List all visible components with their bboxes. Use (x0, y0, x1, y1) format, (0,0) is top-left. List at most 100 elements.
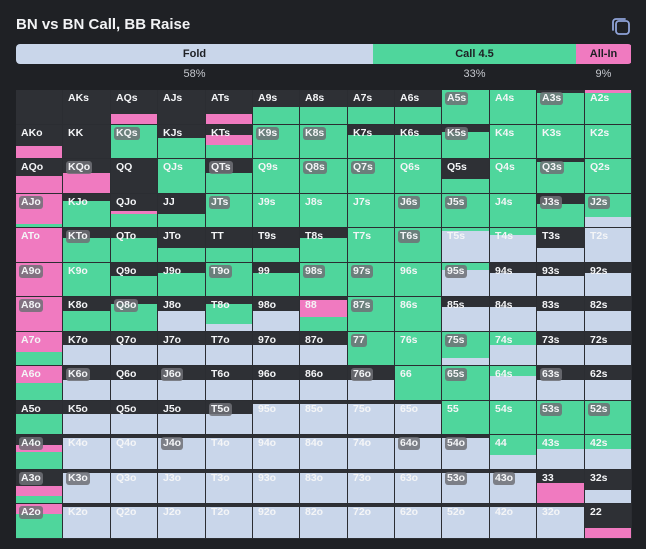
hand-cell-A9s[interactable]: A9s (253, 90, 299, 124)
hand-cell-K8o[interactable]: K8o (63, 297, 110, 331)
hand-cell-KQo[interactable]: KQo (63, 159, 110, 193)
hand-cell-A5o[interactable]: A5o (16, 401, 62, 434)
hand-cell-62s[interactable]: 62s (585, 366, 631, 400)
hand-cell-94o[interactable]: 94o (253, 435, 299, 469)
hand-cell-Q9o[interactable]: Q9o (111, 263, 157, 296)
hand-cell-K5s[interactable]: K5s (442, 125, 489, 158)
hand-cell-97o[interactable]: 97o (253, 332, 299, 365)
hand-cell-KQs[interactable]: KQs (111, 125, 157, 158)
hand-cell-98o[interactable]: 98o (253, 297, 299, 331)
hand-cell-T6s[interactable]: T6s (395, 228, 441, 262)
hand-cell-93s[interactable]: 93s (537, 263, 584, 296)
hand-cell-K8s[interactable]: K8s (300, 125, 347, 158)
hand-cell-A9o[interactable]: A9o (16, 263, 62, 296)
hand-cell-86s[interactable]: 86s (395, 297, 441, 331)
hand-cell-T8s[interactable]: T8s (300, 228, 347, 262)
hand-cell-K3s[interactable]: K3s (537, 125, 584, 158)
hand-cell-KTs[interactable]: KTs (206, 125, 252, 158)
hand-cell-Q5s[interactable]: Q5s (442, 159, 489, 193)
hand-cell-AKo[interactable]: AKo (16, 125, 62, 158)
hand-cell-K6o[interactable]: K6o (63, 366, 110, 400)
hand-cell-96s[interactable]: 96s (395, 263, 441, 296)
legend-allin[interactable]: All-In (576, 44, 631, 64)
hand-cell-K9s[interactable]: K9s (253, 125, 299, 158)
hand-cell-95o[interactable]: 95o (253, 401, 299, 434)
hand-cell-Q5o[interactable]: Q5o (111, 401, 157, 434)
hand-cell-64s[interactable]: 64s (490, 366, 536, 400)
hand-cell-Q6s[interactable]: Q6s (395, 159, 441, 193)
hand-cell-J6s[interactable]: J6s (395, 194, 441, 227)
hand-cell-J3o[interactable]: J3o (158, 470, 205, 503)
hand-cell-K2s[interactable]: K2s (585, 125, 631, 158)
hand-cell-JTs[interactable]: JTs (206, 194, 252, 227)
hand-cell-A7o[interactable]: A7o (16, 332, 62, 365)
hand-cell-QJo[interactable]: QJo (111, 194, 157, 227)
hand-cell-83s[interactable]: 83s (537, 297, 584, 331)
hand-cell-76s[interactable]: 76s (395, 332, 441, 365)
hand-cell-K9o[interactable]: K9o (63, 263, 110, 296)
hand-cell-KJs[interactable]: KJs (158, 125, 205, 158)
hand-cell-62o[interactable]: 62o (395, 504, 441, 538)
hand-cell-87o[interactable]: 87o (300, 332, 347, 365)
hand-cell-J8o[interactable]: J8o (158, 297, 205, 331)
hand-cell-76o[interactable]: 76o (348, 366, 394, 400)
hand-cell-73s[interactable]: 73s (537, 332, 584, 365)
hand-cell-J4o[interactable]: J4o (158, 435, 205, 469)
hand-cell-A2s[interactable]: A2s (585, 90, 631, 124)
hand-cell-52s[interactable]: 52s (585, 401, 631, 434)
hand-cell-QTo[interactable]: QTo (111, 228, 157, 262)
hand-cell-T6o[interactable]: T6o (206, 366, 252, 400)
hand-cell-T2o[interactable]: T2o (206, 504, 252, 538)
hand-cell-32s[interactable]: 32s (585, 470, 631, 503)
hand-cell-J3s[interactable]: J3s (537, 194, 584, 227)
hand-cell-J2o[interactable]: J2o (158, 504, 205, 538)
hand-cell-T3s[interactable]: T3s (537, 228, 584, 262)
hand-cell-J8s[interactable]: J8s (300, 194, 347, 227)
hand-cell-QQ[interactable]: QQ (111, 159, 157, 193)
hand-cell-K4o[interactable]: K4o (63, 435, 110, 469)
hand-cell-65s[interactable]: 65s (442, 366, 489, 400)
hand-cell-Q4o[interactable]: Q4o (111, 435, 157, 469)
hand-cell-T5o[interactable]: T5o (206, 401, 252, 434)
hand-cell-T8o[interactable]: T8o (206, 297, 252, 331)
hand-cell-J4s[interactable]: J4s (490, 194, 536, 227)
hand-cell-95s[interactable]: 95s (442, 263, 489, 296)
hand-cell-J5s[interactable]: J5s (442, 194, 489, 227)
hand-cell-AJs[interactable]: AJs (158, 90, 205, 124)
hand-cell-T3o[interactable]: T3o (206, 470, 252, 503)
hand-cell-92s[interactable]: 92s (585, 263, 631, 296)
hand-cell-A5s[interactable]: A5s (442, 90, 489, 124)
hand-cell-A8o[interactable]: A8o (16, 297, 62, 331)
hand-cell-65o[interactable]: 65o (395, 401, 441, 434)
hand-cell-K4s[interactable]: K4s (490, 125, 536, 158)
hand-cell-33[interactable]: 33 (537, 470, 584, 503)
hand-cell-44[interactable]: 44 (490, 435, 536, 469)
hand-cell-63s[interactable]: 63s (537, 366, 584, 400)
hand-cell-86o[interactable]: 86o (300, 366, 347, 400)
hand-cell-54s[interactable]: 54s (490, 401, 536, 434)
hand-cell-32o[interactable]: 32o (537, 504, 584, 538)
hand-cell-85o[interactable]: 85o (300, 401, 347, 434)
hand-cell-K7o[interactable]: K7o (63, 332, 110, 365)
hand-cell-T2s[interactable]: T2s (585, 228, 631, 262)
hand-cell-75o[interactable]: 75o (348, 401, 394, 434)
hand-cell-Q6o[interactable]: Q6o (111, 366, 157, 400)
hand-cell-Q9s[interactable]: Q9s (253, 159, 299, 193)
hand-cell-75s[interactable]: 75s (442, 332, 489, 365)
hand-cell-KTo[interactable]: KTo (63, 228, 110, 262)
hand-cell-A4o[interactable]: A4o (16, 435, 62, 469)
hand-cell-82s[interactable]: 82s (585, 297, 631, 331)
hand-cell-J9o[interactable]: J9o (158, 263, 205, 296)
hand-cell-74o[interactable]: 74o (348, 435, 394, 469)
hand-cell-QJs[interactable]: QJs (158, 159, 205, 193)
hand-cell-54o[interactable]: 54o (442, 435, 489, 469)
hand-cell-42o[interactable]: 42o (490, 504, 536, 538)
hand-cell-JTo[interactable]: JTo (158, 228, 205, 262)
hand-cell-98s[interactable]: 98s (300, 263, 347, 296)
hand-cell-22[interactable]: 22 (585, 504, 631, 538)
hand-cell-J7o[interactable]: J7o (158, 332, 205, 365)
hand-cell-T4s[interactable]: T4s (490, 228, 536, 262)
hand-cell-64o[interactable]: 64o (395, 435, 441, 469)
hand-cell-55[interactable]: 55 (442, 401, 489, 434)
hand-cell-KK[interactable]: KK (63, 125, 110, 158)
